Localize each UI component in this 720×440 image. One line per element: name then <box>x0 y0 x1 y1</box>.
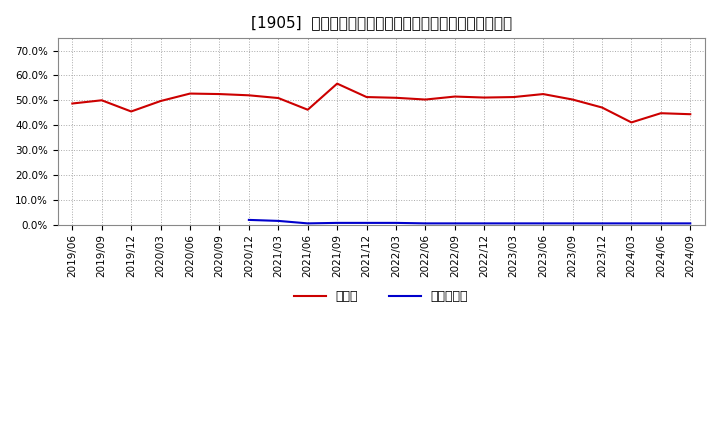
現頴金 <box>627 120 636 125</box>
有利子負債 <box>392 220 400 226</box>
有利子負債 <box>598 221 606 226</box>
現頴金 <box>333 81 341 86</box>
有利子負債 <box>303 221 312 226</box>
有利子負債 <box>510 221 518 226</box>
Legend: 現頴金, 有利子負債: 現頴金, 有利子負債 <box>289 285 473 308</box>
有利子負債 <box>362 220 371 226</box>
現頴金 <box>274 95 283 101</box>
有利子負債 <box>333 220 341 226</box>
Title: [1905]  現頴金、有利子負債の総資産に対する比率の推移: [1905] 現頴金、有利子負債の総資産に対する比率の推移 <box>251 15 512 30</box>
現頴金 <box>97 98 106 103</box>
現頴金 <box>598 105 606 110</box>
有利子負債 <box>686 221 695 226</box>
有利子負債 <box>539 221 547 226</box>
Line: 現頴金: 現頴金 <box>72 84 690 122</box>
Line: 有利子負債: 有利子負債 <box>249 220 690 224</box>
有利子負債 <box>627 221 636 226</box>
現頴金 <box>451 94 459 99</box>
現頴金 <box>510 95 518 100</box>
現頴金 <box>362 95 371 100</box>
現頴金 <box>657 110 665 116</box>
現頴金 <box>127 109 135 114</box>
有利子負債 <box>274 218 283 224</box>
有利子負債 <box>480 221 489 226</box>
現頴金 <box>539 92 547 97</box>
現頴金 <box>186 91 194 96</box>
現頴金 <box>215 92 224 97</box>
有利子負債 <box>568 221 577 226</box>
現頴金 <box>421 97 430 102</box>
有利子負債 <box>657 221 665 226</box>
現頴金 <box>156 99 165 104</box>
現頴金 <box>480 95 489 100</box>
有利子負債 <box>421 221 430 226</box>
現頴金 <box>68 101 76 106</box>
現頴金 <box>686 112 695 117</box>
現頴金 <box>245 93 253 98</box>
有利子負債 <box>451 221 459 226</box>
現頴金 <box>392 95 400 100</box>
現頴金 <box>303 107 312 112</box>
有利子負債 <box>245 217 253 223</box>
現頴金 <box>568 97 577 102</box>
